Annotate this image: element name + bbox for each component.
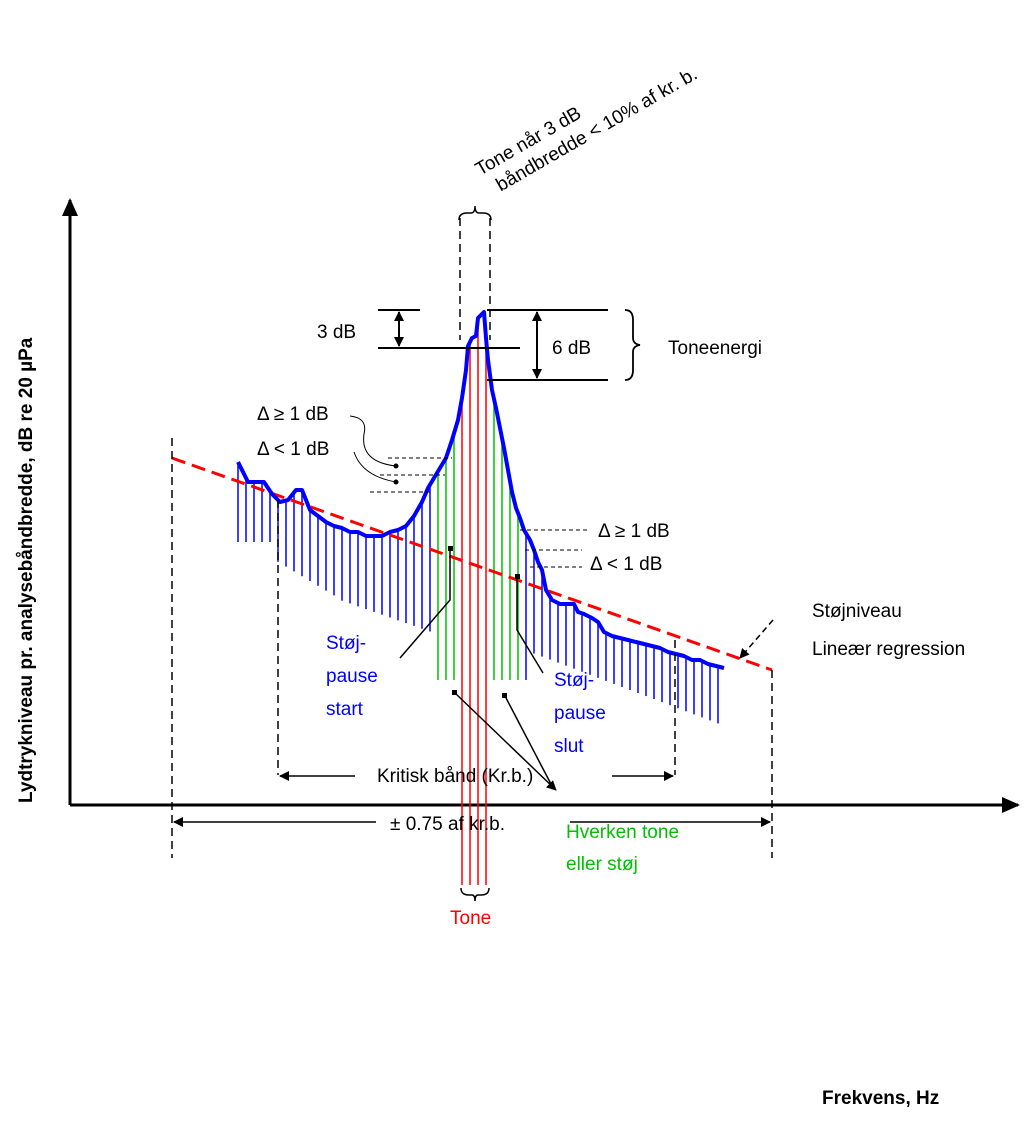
delta-indicators xyxy=(370,457,590,568)
neither-pointer-1 xyxy=(454,692,557,791)
pause-start-marker xyxy=(448,546,453,551)
pause-slut-label-3: slut xyxy=(554,736,584,757)
noise-pause-markers xyxy=(399,548,544,674)
pause-start-label-1: Støj- xyxy=(326,633,366,654)
x-axis-label: Frekvens, Hz xyxy=(822,1088,939,1109)
spectrum-curve xyxy=(236,310,725,670)
neither-marker-2 xyxy=(502,693,507,698)
neither-label-2: eller støj xyxy=(566,854,638,875)
neither-label-1: Hverken tone xyxy=(566,822,679,843)
delta-ge-left-label: Δ ≥ 1 dB xyxy=(257,404,329,425)
tone-bw-label: Tone når 3 dB båndbredde < 10% af kr. b. xyxy=(472,64,702,197)
pause-start-label-2: pause xyxy=(326,666,378,687)
three-db-label: 3 dB xyxy=(317,322,356,343)
tone-bottom-brace xyxy=(460,887,490,902)
kritisk-band-arrows xyxy=(173,771,771,827)
tone-bw-brace xyxy=(458,205,492,221)
six-db-label: 6 dB xyxy=(552,338,591,359)
pause-slut-label-1: Støj- xyxy=(554,670,594,691)
stojniveau-label: Støjniveau xyxy=(812,601,902,622)
kritisk-band-label: Kritisk bånd (Kr.b.) xyxy=(377,766,533,787)
pause-slut-marker xyxy=(515,574,520,579)
db-markers xyxy=(378,309,608,381)
delta-dot-2 xyxy=(393,479,399,485)
neither-pointer-2 xyxy=(504,695,553,787)
spectral-bars xyxy=(237,320,719,885)
y-axis-label: Lydtrykniveau pr. analysebåndbredde, dB … xyxy=(16,337,37,803)
delta-ge-right-label: Δ ≥ 1 dB xyxy=(598,521,670,542)
neither-marker-1 xyxy=(452,690,457,695)
pause-slut-leader xyxy=(516,576,544,674)
regression-label: Lineær regression xyxy=(812,639,965,660)
delta-dot-1 xyxy=(393,463,399,469)
tone-label: Tone xyxy=(450,908,491,929)
toneenergi-label: Toneenergi xyxy=(668,338,762,359)
delta-leaders xyxy=(349,415,397,483)
pause-start-leader xyxy=(399,548,451,659)
pm075-label: ± 0.75 af kr.b. xyxy=(390,814,505,835)
toneenergi-brace xyxy=(624,309,641,381)
regression-line xyxy=(171,456,773,672)
delta-lt-right-label: Δ < 1 dB xyxy=(590,554,662,575)
delta-ge-leader xyxy=(349,415,397,467)
delta-lt-leader xyxy=(353,451,397,483)
pause-start-label-3: start xyxy=(326,699,364,720)
stojniveau-pointer xyxy=(739,619,774,659)
delta-lt-left-label: Δ < 1 dB xyxy=(257,439,329,460)
boundary-lines xyxy=(171,218,773,858)
tone-bw-label-line2: båndbredde < 10% af kr. b. xyxy=(493,64,702,197)
axes xyxy=(62,198,1020,813)
neither-pointers xyxy=(454,692,557,791)
pause-slut-label-2: pause xyxy=(554,703,606,724)
